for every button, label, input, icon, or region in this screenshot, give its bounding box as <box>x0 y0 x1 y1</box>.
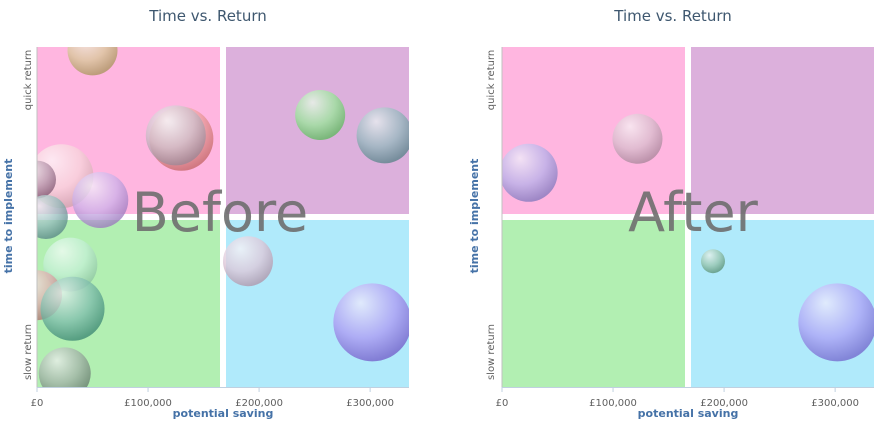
y-top-label-after: quick return <box>486 50 497 111</box>
bubbles-after <box>500 113 876 362</box>
y-axis-label-before: time to implement <box>2 159 15 274</box>
bubble[interactable] <box>222 236 273 287</box>
x-tick-label: £200,000 <box>700 398 748 409</box>
bubble[interactable] <box>612 113 663 164</box>
bubble[interactable] <box>43 237 98 292</box>
y-top-label-before: quick return <box>23 50 34 111</box>
x-tick-label: £300,000 <box>346 398 394 409</box>
bubble[interactable] <box>72 172 129 228</box>
bubble[interactable] <box>333 283 411 362</box>
x-tick-label: £200,000 <box>235 398 283 409</box>
x-tick-label: £0 <box>31 398 44 409</box>
y-bottom-label-before: slow return <box>23 324 34 380</box>
bubble[interactable] <box>38 347 91 399</box>
chart-before: Time vs. Return Before £0 £100,000 £200,00… <box>2 7 413 420</box>
bubble[interactable] <box>67 25 118 76</box>
axes-before: £0 £100,000 £200,000 £300,000 <box>31 47 409 409</box>
chart-after: Time vs. Return After £0 £100,000 £200,000… <box>468 7 876 420</box>
bubble[interactable] <box>700 249 725 274</box>
chart-title-after: Time vs. Return <box>613 7 731 25</box>
x-tick-label: £100,000 <box>589 398 637 409</box>
bubble[interactable] <box>40 276 105 341</box>
bubble[interactable] <box>798 283 876 362</box>
y-axis-label-after: time to implement <box>468 159 481 274</box>
bubbles-before <box>18 25 413 399</box>
axes-after: £0 £100,000 £200,000 £300,000 <box>496 47 874 409</box>
x-axis-label-before: potential saving <box>173 407 274 420</box>
overlay-label-after: After <box>628 181 758 244</box>
bubble[interactable] <box>356 107 413 164</box>
bubble[interactable] <box>24 195 68 239</box>
bubble[interactable] <box>500 143 558 202</box>
x-tick-label: £300,000 <box>811 398 859 409</box>
y-bottom-label-after: slow return <box>486 324 497 380</box>
x-tick-label: £100,000 <box>124 398 172 409</box>
bubble[interactable] <box>295 90 346 140</box>
x-axis-label-after: potential saving <box>638 407 739 420</box>
overlay-label-before: Before <box>132 181 309 244</box>
bubble[interactable] <box>145 105 206 166</box>
quadrant-bottom-left <box>502 220 685 387</box>
bubble[interactable] <box>18 160 56 199</box>
quadrant-top-right <box>691 47 874 214</box>
x-tick-label: £0 <box>496 398 509 409</box>
chart-title-before: Time vs. Return <box>148 7 266 25</box>
